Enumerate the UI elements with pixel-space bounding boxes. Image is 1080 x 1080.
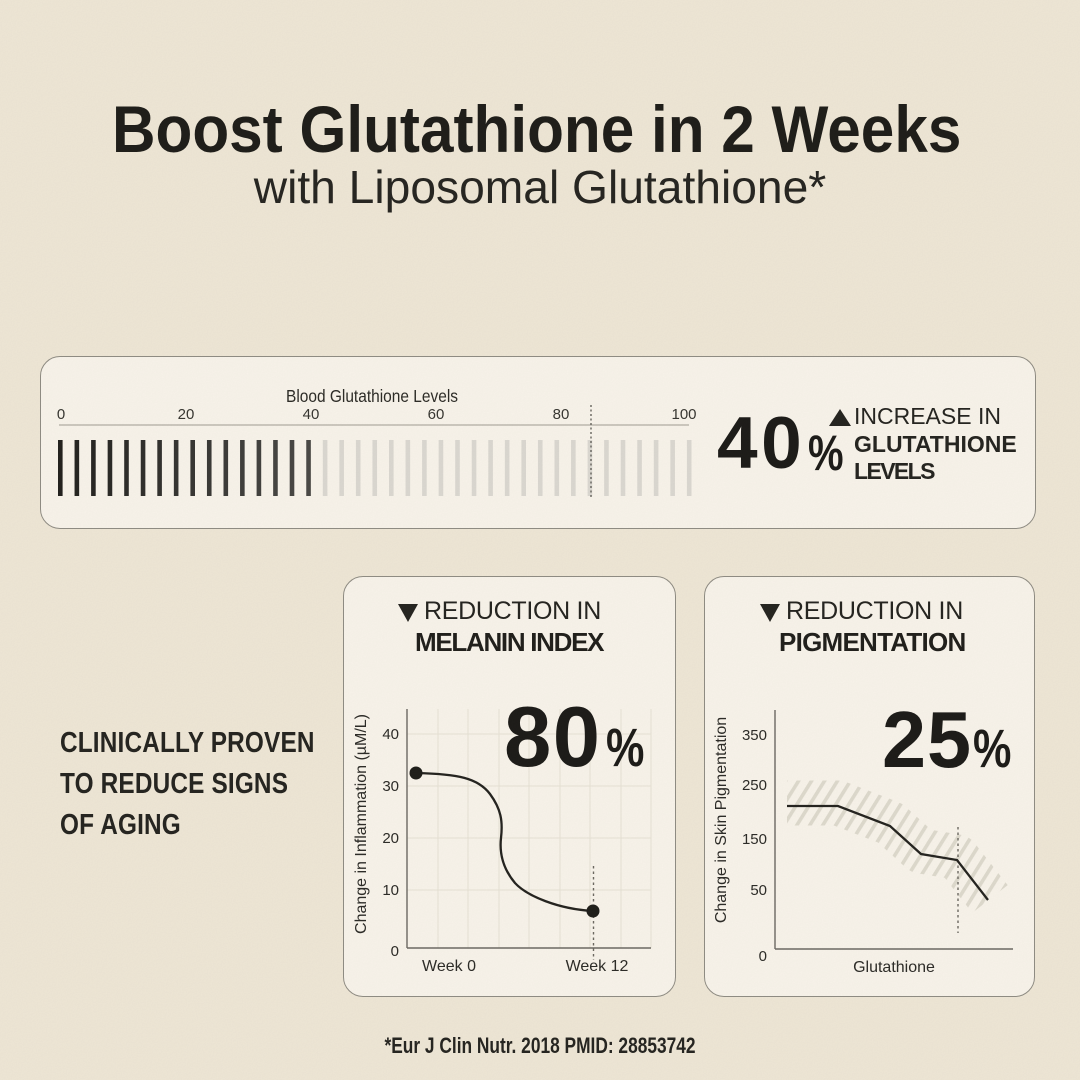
svg-text:Week 0: Week 0: [422, 958, 476, 975]
svg-text:10: 10: [382, 882, 399, 899]
svg-text:40: 40: [382, 726, 399, 743]
svg-text:Change in Skin Pigmentation: Change in Skin Pigmentation: [713, 717, 730, 923]
svg-text:40: 40: [303, 406, 320, 423]
svg-text:250: 250: [742, 777, 767, 794]
svg-text:Change in Inflammation (µM/L): Change in Inflammation (µM/L): [353, 714, 370, 934]
svg-text:350: 350: [742, 727, 767, 744]
svg-text:150: 150: [742, 831, 767, 848]
svg-text:Week 12: Week 12: [566, 958, 629, 975]
svg-text:0: 0: [391, 943, 399, 960]
svg-text:100: 100: [671, 406, 696, 423]
svg-text:20: 20: [178, 406, 195, 423]
svg-text:Blood Glutathione Levels: Blood Glutathione Levels: [286, 386, 458, 406]
svg-text:50: 50: [750, 882, 767, 899]
svg-text:20: 20: [382, 830, 399, 847]
svg-text:80: 80: [553, 406, 570, 423]
svg-text:Glutathione: Glutathione: [853, 959, 935, 976]
svg-text:60: 60: [428, 406, 445, 423]
svg-text:0: 0: [759, 948, 767, 965]
svg-text:30: 30: [382, 778, 399, 795]
svg-text:0: 0: [57, 406, 65, 423]
